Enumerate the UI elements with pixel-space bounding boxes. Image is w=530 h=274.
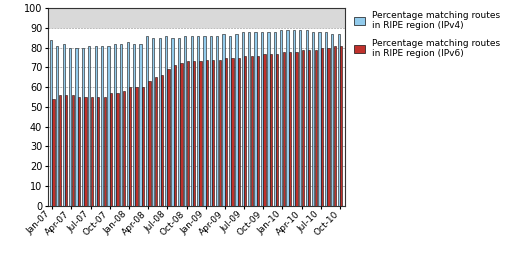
Bar (63, 44, 65, 206)
Bar (251, 56, 253, 206)
Bar (110, 93, 112, 206)
Bar (167, 69, 170, 206)
Bar (254, 32, 257, 206)
Bar (72, 95, 74, 206)
Bar (114, 44, 116, 206)
Bar (133, 44, 135, 206)
Bar (101, 46, 103, 206)
Bar (97, 97, 99, 206)
Bar (178, 38, 180, 206)
Bar (187, 61, 189, 206)
Bar (312, 32, 314, 206)
Bar (308, 50, 311, 205)
Bar (238, 58, 240, 206)
Bar (319, 32, 321, 206)
Bar (261, 32, 263, 206)
Bar (216, 36, 218, 206)
Bar (136, 87, 138, 206)
Bar (148, 81, 151, 206)
Bar (171, 38, 173, 206)
Bar (334, 46, 336, 206)
Bar (328, 48, 330, 206)
Bar (59, 95, 61, 206)
Bar (155, 77, 157, 206)
Bar (267, 32, 269, 206)
Bar (229, 36, 231, 206)
Bar (325, 32, 327, 206)
Bar (158, 38, 161, 206)
Bar (302, 50, 304, 205)
Bar (180, 64, 182, 206)
Bar (321, 48, 323, 206)
Bar (129, 87, 131, 206)
Bar (204, 36, 206, 206)
Bar (293, 30, 295, 206)
Bar (223, 34, 225, 206)
Bar (242, 32, 244, 206)
Bar (165, 36, 167, 206)
Bar (94, 46, 97, 206)
Bar (280, 30, 282, 206)
Bar (82, 48, 84, 206)
Bar (139, 44, 142, 206)
Bar (235, 34, 237, 206)
Bar (69, 48, 71, 206)
Bar (103, 97, 106, 206)
Bar (306, 30, 308, 206)
Bar (225, 58, 227, 206)
Bar (248, 32, 250, 206)
Bar (108, 46, 110, 206)
Bar (282, 52, 285, 206)
Bar (270, 54, 272, 206)
Bar (152, 38, 154, 206)
Bar (161, 75, 163, 206)
Bar (199, 61, 202, 206)
Bar (123, 91, 125, 206)
Bar (286, 30, 289, 206)
Bar (206, 59, 208, 206)
Bar (331, 34, 333, 206)
Bar (273, 32, 276, 206)
Bar (276, 54, 278, 206)
Bar (315, 50, 317, 205)
Bar (232, 58, 234, 206)
Bar (146, 36, 148, 206)
Bar (50, 40, 52, 205)
Bar (78, 97, 80, 206)
Bar (48, 8, 344, 28)
Bar (263, 54, 266, 206)
Bar (212, 59, 215, 206)
Bar (127, 42, 129, 206)
Bar (289, 52, 292, 206)
Bar (193, 61, 195, 206)
Bar (257, 56, 259, 206)
Bar (88, 46, 91, 206)
Bar (219, 59, 221, 206)
Bar (174, 65, 176, 206)
Bar (295, 52, 298, 206)
Bar (56, 46, 58, 206)
Bar (210, 36, 212, 206)
Legend: Percentage matching routes
in RIPE region (IPv4), Percentage matching routes
in : Percentage matching routes in RIPE regio… (352, 9, 502, 60)
Bar (91, 97, 93, 206)
Bar (84, 97, 86, 206)
Bar (75, 48, 77, 206)
Bar (338, 34, 340, 206)
Bar (120, 44, 122, 206)
Bar (116, 93, 119, 206)
Bar (340, 46, 342, 206)
Bar (184, 36, 187, 206)
Bar (65, 95, 67, 206)
Bar (190, 36, 193, 206)
Bar (52, 99, 55, 206)
Bar (197, 36, 199, 206)
Bar (299, 30, 302, 206)
Bar (244, 56, 246, 206)
Bar (142, 87, 144, 206)
